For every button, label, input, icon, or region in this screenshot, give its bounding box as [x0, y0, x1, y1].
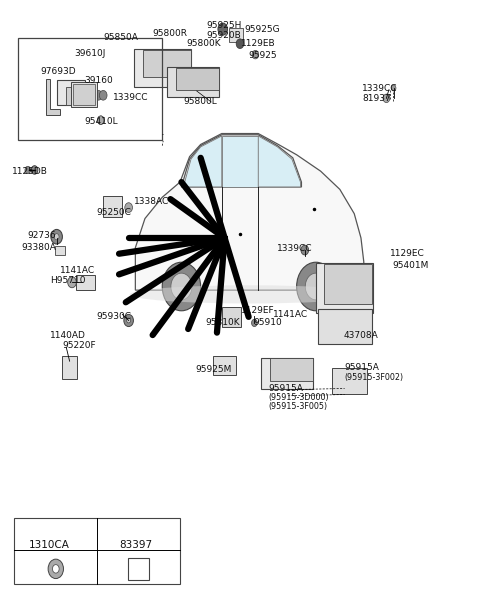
- Bar: [318, 309, 372, 344]
- Circle shape: [218, 23, 228, 35]
- Circle shape: [124, 314, 133, 327]
- Text: 1125DB: 1125DB: [12, 167, 48, 175]
- Circle shape: [48, 559, 63, 578]
- Bar: [62, 356, 77, 379]
- Bar: [331, 327, 360, 343]
- Polygon shape: [135, 134, 364, 290]
- Ellipse shape: [130, 285, 370, 304]
- Circle shape: [162, 262, 201, 311]
- Text: 95800K: 95800K: [186, 39, 221, 48]
- Text: 95250C: 95250C: [96, 208, 131, 217]
- Bar: [57, 80, 85, 105]
- Text: 1339CC: 1339CC: [113, 93, 148, 101]
- Polygon shape: [258, 136, 300, 187]
- Text: 1141AC: 1141AC: [273, 310, 308, 319]
- Bar: [71, 82, 97, 107]
- Text: 93380A: 93380A: [22, 243, 57, 252]
- Circle shape: [252, 50, 259, 59]
- Bar: [134, 49, 191, 87]
- Text: 95925H: 95925H: [206, 21, 242, 30]
- Text: 95925: 95925: [249, 52, 277, 60]
- Text: 95915A: 95915A: [345, 363, 380, 371]
- Text: 95910: 95910: [253, 319, 282, 327]
- Text: 83397: 83397: [119, 540, 152, 550]
- Text: 1338AC: 1338AC: [134, 197, 169, 206]
- Circle shape: [31, 166, 38, 174]
- Bar: [324, 265, 372, 304]
- Circle shape: [52, 565, 59, 573]
- Bar: [213, 356, 236, 375]
- Polygon shape: [183, 136, 222, 187]
- Text: 39610J: 39610J: [74, 49, 106, 58]
- Text: 1140AD: 1140AD: [50, 331, 86, 339]
- Polygon shape: [181, 135, 301, 187]
- Circle shape: [305, 273, 326, 300]
- Circle shape: [125, 203, 132, 212]
- Text: 1339CC: 1339CC: [362, 84, 398, 92]
- Bar: [176, 69, 219, 90]
- Text: 95800R: 95800R: [153, 30, 188, 38]
- Circle shape: [68, 277, 76, 288]
- Text: 95925G: 95925G: [245, 25, 280, 33]
- Circle shape: [383, 94, 390, 103]
- Circle shape: [252, 319, 257, 327]
- Text: 97693D: 97693D: [41, 67, 76, 76]
- Circle shape: [97, 116, 104, 124]
- Bar: [18, 38, 162, 140]
- Bar: [270, 358, 313, 381]
- Circle shape: [297, 262, 335, 311]
- Bar: [76, 275, 95, 290]
- Bar: [73, 84, 95, 105]
- Text: 1141AC: 1141AC: [60, 266, 95, 274]
- Text: 95915A: 95915A: [269, 384, 304, 393]
- Bar: [222, 307, 241, 327]
- Text: 1129EC: 1129EC: [390, 249, 424, 258]
- Text: (95915-3F005): (95915-3F005): [269, 402, 328, 411]
- Text: 95220F: 95220F: [62, 342, 96, 350]
- Text: 43708A: 43708A: [343, 331, 378, 339]
- Text: 1129EF: 1129EF: [241, 307, 275, 315]
- Circle shape: [127, 318, 131, 323]
- Text: 95930C: 95930C: [96, 313, 131, 321]
- Text: (95915-3F002): (95915-3F002): [345, 373, 404, 382]
- Circle shape: [236, 39, 244, 49]
- Bar: [316, 263, 373, 313]
- Text: 95920B: 95920B: [206, 31, 241, 39]
- Circle shape: [301, 245, 309, 255]
- Text: H95710: H95710: [50, 276, 86, 285]
- Text: 95401M: 95401M: [393, 262, 429, 270]
- Circle shape: [95, 90, 102, 100]
- Polygon shape: [222, 136, 258, 187]
- Bar: [103, 195, 122, 217]
- Bar: [261, 358, 313, 389]
- Circle shape: [97, 116, 104, 124]
- Polygon shape: [46, 79, 60, 115]
- Bar: [14, 518, 180, 584]
- Text: 95850A: 95850A: [103, 33, 138, 42]
- Text: 1129EB: 1129EB: [241, 39, 276, 48]
- Bar: [229, 28, 243, 42]
- Text: 39160: 39160: [84, 76, 113, 84]
- Circle shape: [25, 166, 31, 174]
- Bar: [55, 245, 65, 255]
- Text: 1310CA: 1310CA: [28, 540, 70, 550]
- Text: (95915-3D000): (95915-3D000): [269, 393, 329, 402]
- Text: 95800L: 95800L: [183, 98, 217, 106]
- Text: 95410L: 95410L: [84, 117, 118, 126]
- Bar: [332, 368, 367, 394]
- Text: 95925M: 95925M: [196, 365, 232, 373]
- Text: 81937: 81937: [362, 94, 391, 103]
- Bar: [66, 87, 90, 105]
- Circle shape: [54, 234, 59, 240]
- Circle shape: [391, 85, 396, 91]
- Bar: [128, 558, 149, 580]
- Bar: [167, 67, 219, 97]
- Text: 1339CC: 1339CC: [277, 245, 313, 253]
- Text: 95810K: 95810K: [205, 319, 240, 327]
- Circle shape: [171, 273, 192, 300]
- Circle shape: [99, 90, 107, 100]
- Circle shape: [51, 229, 62, 244]
- Bar: [143, 50, 191, 77]
- Text: 92736: 92736: [28, 231, 57, 240]
